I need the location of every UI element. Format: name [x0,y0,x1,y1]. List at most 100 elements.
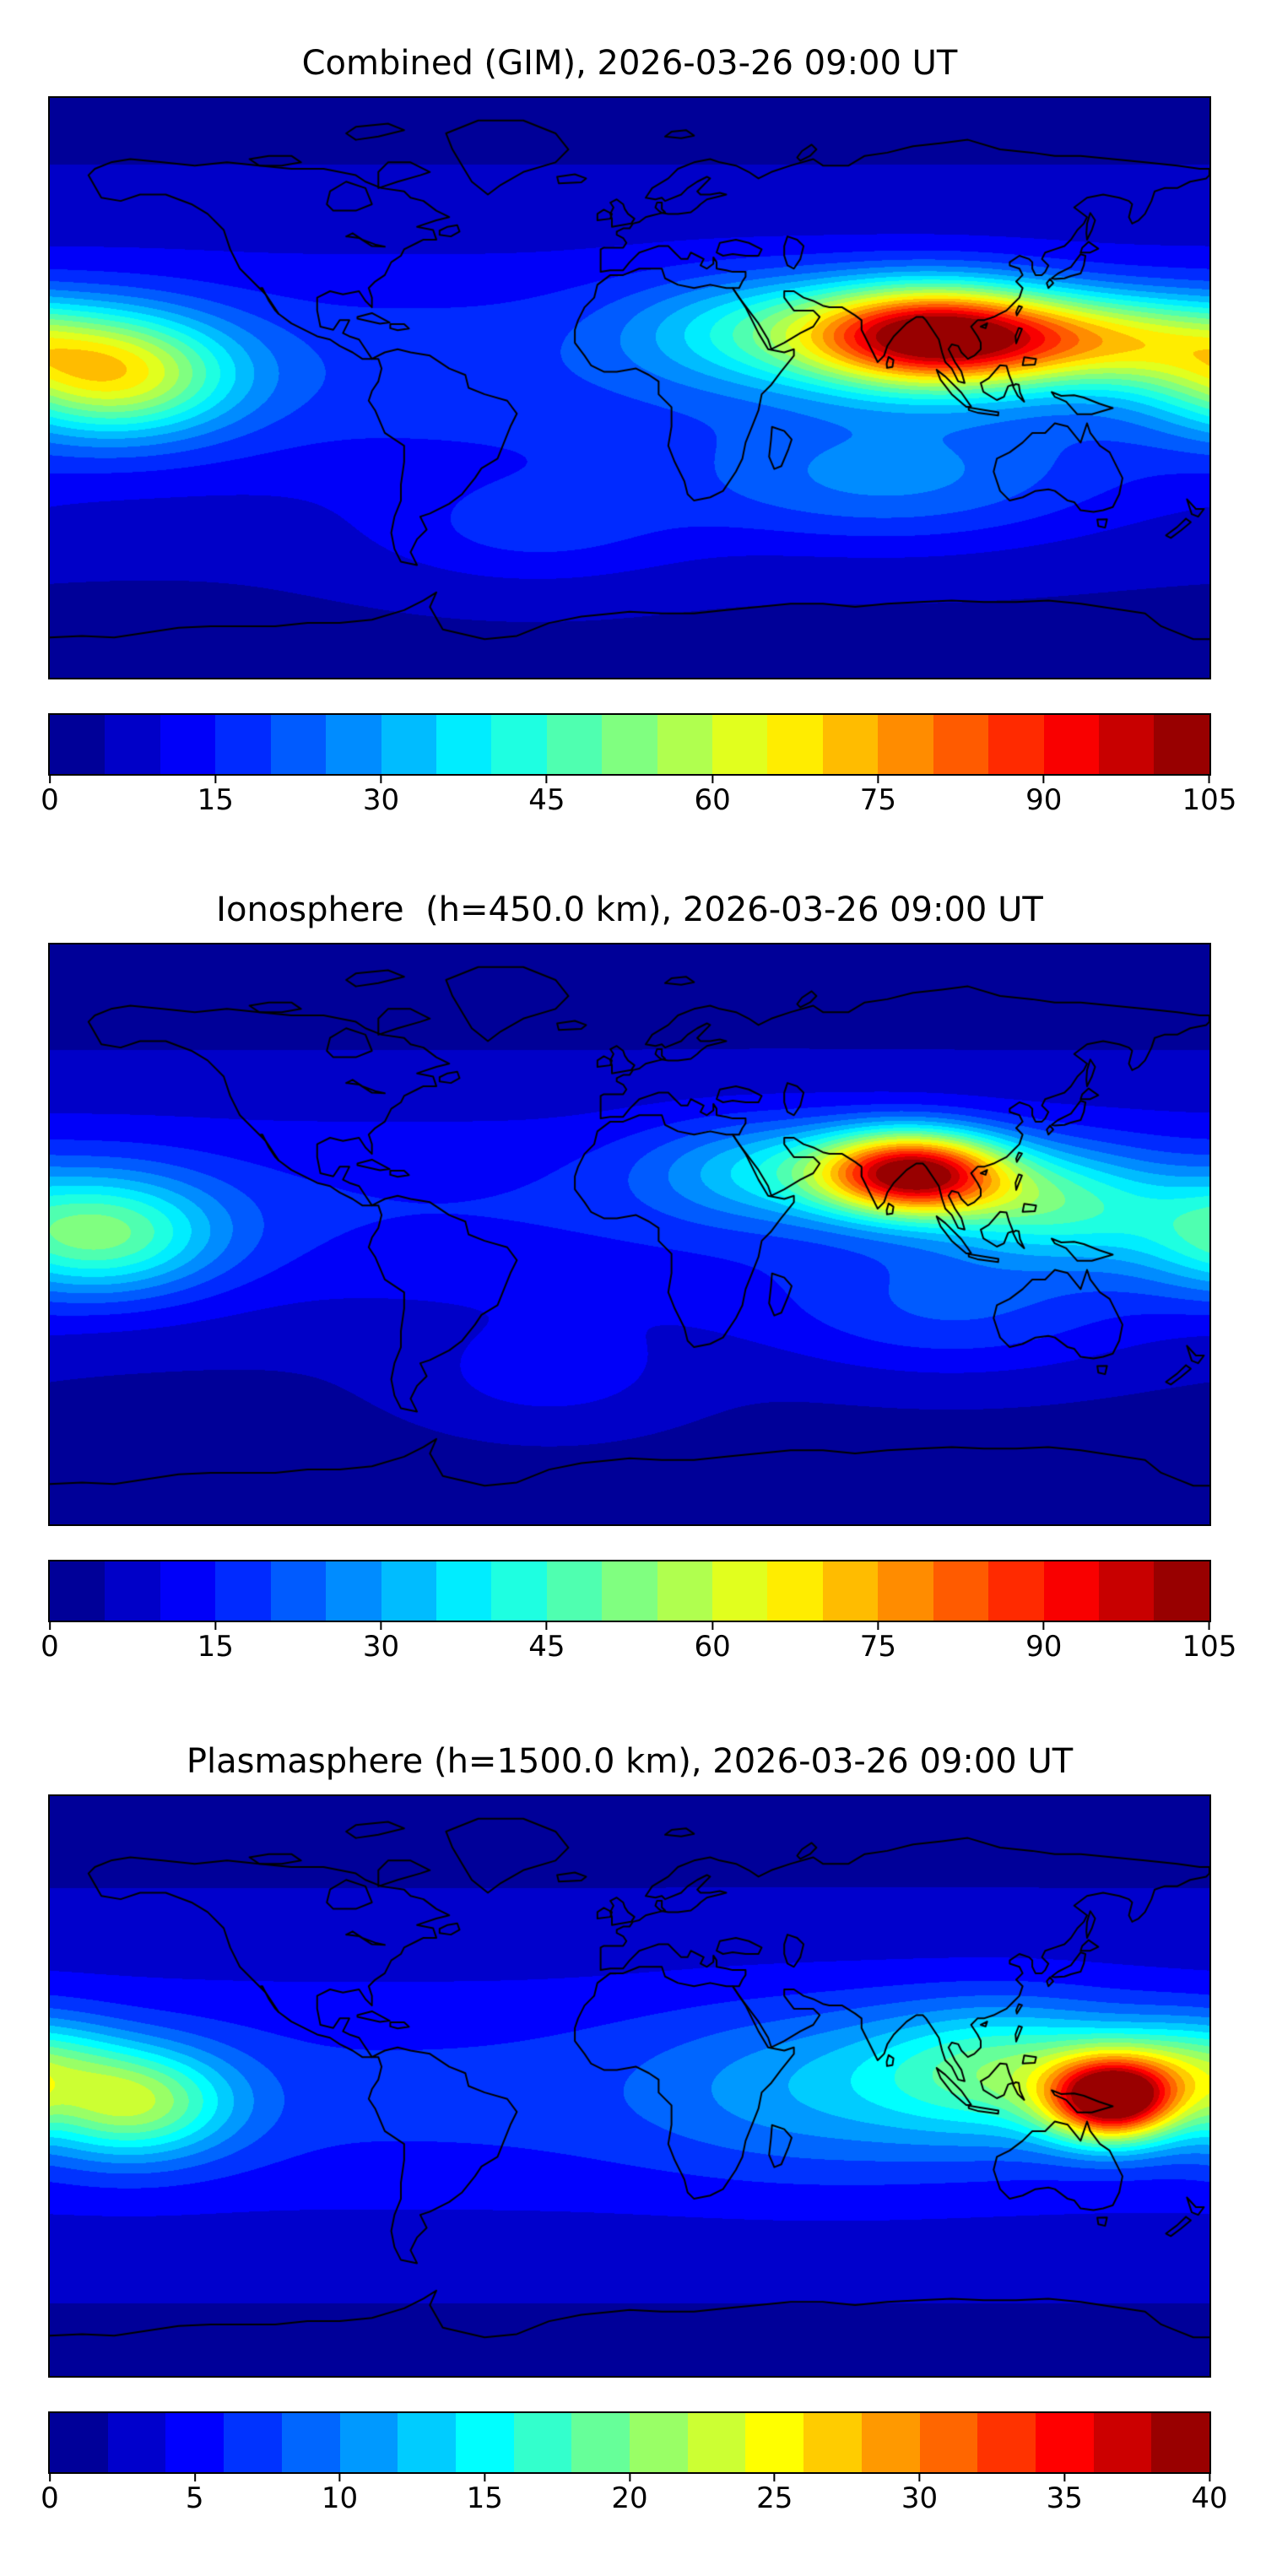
colorbar-plasmasphere [48,2411,1211,2474]
colorbar-segment [105,1561,160,1621]
colorbar-segment [270,715,327,774]
colorbar-tick-mark [628,2474,630,2481]
colorbar-segment [657,715,713,774]
colorbar-tick: 15 [197,776,234,816]
colorbar-tick: 10 [322,2474,358,2514]
colorbar-tick-label: 45 [528,783,565,817]
colorbar-segment [1154,1561,1209,1621]
colorbar-segment [1099,1561,1155,1621]
colorbar-segment [326,1561,381,1621]
colorbar-tick-label: 30 [901,2481,939,2515]
colorbar-segment [160,1561,216,1621]
colorbar-segment [933,1561,989,1621]
map-frame-combined [48,96,1211,679]
map-frame-ionosphere [48,943,1211,1526]
colorbar-segment [381,1561,436,1621]
colorbar-tick-mark [545,776,548,783]
colorbar-tick-mark [380,776,382,783]
panel-ionosphere: Ionosphere (h=450.0 km), 2026-03-26 09:0… [0,890,1266,1670]
colorbar-ticks-combined: 0 15 30 45 60 75 90 105 [41,776,1236,823]
colorbar-segment [50,1561,106,1621]
colorbar-segment [803,2413,862,2472]
colorbar-tick: 30 [901,2474,938,2514]
colorbar-segment [491,1561,547,1621]
colorbar-segment [571,2413,630,2472]
colorbar-segment [745,2413,804,2472]
colorbar-tick-label: 0 [41,783,59,817]
colorbar-segment [657,1561,713,1621]
colorbar-segment [1151,2413,1210,2472]
colorbar-segment [436,1561,492,1621]
colorbar-tick-label: 45 [528,1630,565,1664]
colorbar-tick: 20 [611,2474,648,2514]
colorbar-tick: 0 [41,776,59,816]
colorbar-tick-label: 5 [185,2481,204,2515]
colorbar-segment [767,1561,823,1621]
colorbar-tick-mark [338,2474,341,2481]
colorbar-segment [270,1561,327,1621]
panel-combined-gim: Combined (GIM), 2026-03-26 09:00 UT 0 15 3… [0,44,1266,823]
colorbar-tick: 0 [41,2474,59,2514]
colorbar-segment [933,715,989,774]
colorbar-tick: 40 [1191,2474,1228,2514]
colorbar-tick: 35 [1047,2474,1083,2514]
colorbar-tick: 105 [1182,1622,1237,1664]
colorbar-tick: 15 [467,2474,503,2514]
panel-title-combined: Combined (GIM), 2026-03-26 09:00 UT [301,44,958,83]
colorbar-tick-label: 30 [362,1630,400,1664]
colorbar-tick: 60 [695,1622,731,1663]
colorbar-segment [224,2413,282,2472]
colorbar-tick-mark [214,776,217,783]
colorbar-tick: 90 [1025,776,1062,816]
colorbar-segment [513,2413,572,2472]
colorbar-tick-mark [1042,776,1045,783]
colorbar-segment [767,715,823,774]
colorbar-tick-mark [1209,1622,1210,1630]
colorbar-segment [381,715,436,774]
colorbar-segment [878,1561,933,1621]
colorbar-tick-mark [48,776,51,783]
colorbar-segment [988,1561,1044,1621]
colorbar-tick: 30 [363,776,399,816]
colorbar-segment [546,715,603,774]
colorbar-segment [602,1561,657,1621]
colorbar-tick-mark [48,2474,51,2481]
colorbar-tick: 75 [860,1622,896,1663]
colorbar-tick-mark [711,776,714,783]
colorbar-segment [50,2413,108,2472]
colorbar-segment [436,715,492,774]
colorbar-segment [1043,1561,1100,1621]
colorbar-tick-label: 105 [1182,1630,1237,1664]
colorbar-tick: 15 [197,1622,234,1663]
colorbar-segment [339,2413,398,2472]
colorbar-tick-label: 15 [197,783,234,817]
colorbar-tick: 105 [1182,776,1236,816]
colorbar-segment [326,715,381,774]
colorbar-tick-mark [1209,776,1210,783]
colorbar-segment [977,2413,1036,2472]
colorbar-tick: 45 [528,1622,565,1663]
panel-title-ionosphere: Ionosphere (h=450.0 km), 2026-03-26 09:0… [216,890,1043,929]
panel-title-plasmasphere: Plasmasphere (h=1500.0 km), 2026-03-26 0… [186,1742,1074,1781]
colorbar-tick: 0 [41,1622,59,1663]
colorbar-tick-mark [877,776,879,783]
tec-map-canvas-plasmasphere [50,1796,1209,2376]
colorbar-tick-label: 0 [41,1630,59,1664]
colorbar-segment [822,1561,879,1621]
colorbar-segment [919,2413,978,2472]
colorbar-segment [546,1561,603,1621]
colorbar-tick: 75 [860,776,896,816]
colorbar-tick-mark [711,1622,714,1630]
colorbar-tick-label: 35 [1046,2481,1083,2515]
colorbar-tick-label: 75 [859,783,897,817]
colorbar-tick-label: 15 [197,1630,234,1664]
colorbar-tick-mark [1208,2474,1210,2481]
colorbar-tick-mark [380,1622,382,1630]
colorbar-ticks-plasmasphere: 0 5 10 15 20 25 30 35 40 [41,2474,1228,2521]
colorbar-tick-label: 25 [756,2481,793,2515]
colorbar-segment [215,1561,271,1621]
colorbar-segment [687,2413,746,2472]
colorbar-segment [822,715,879,774]
colorbar-segment [1035,2413,1094,2472]
colorbar-tick-mark [773,2474,776,2481]
